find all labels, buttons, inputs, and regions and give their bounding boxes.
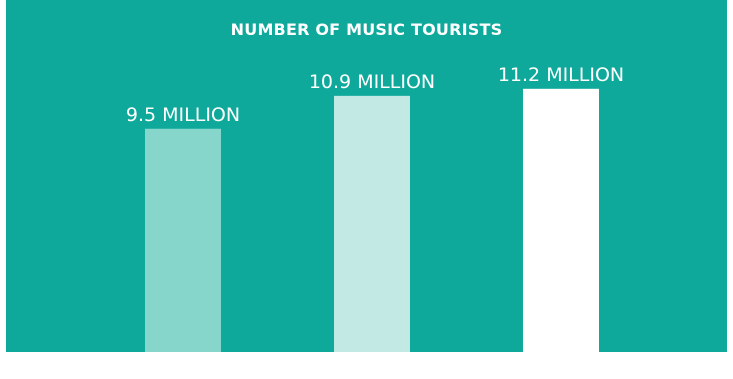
chart-title: NUMBER OF MUSIC TOURISTS — [230, 20, 503, 39]
data-label-2018: 11.2 MILLION — [498, 64, 624, 86]
x-tick-label-2016: 2016 — [161, 356, 204, 376]
bar-2016 — [145, 128, 221, 352]
bar-2017 — [334, 95, 410, 352]
x-tick-label-2018: 2018 — [539, 356, 582, 376]
bar-2018 — [523, 88, 599, 353]
data-label-2017: 10.9 MILLION — [309, 71, 435, 93]
data-label-2016: 9.5 MILLION — [126, 104, 240, 126]
x-tick-label-2017: 2017 — [350, 356, 393, 376]
